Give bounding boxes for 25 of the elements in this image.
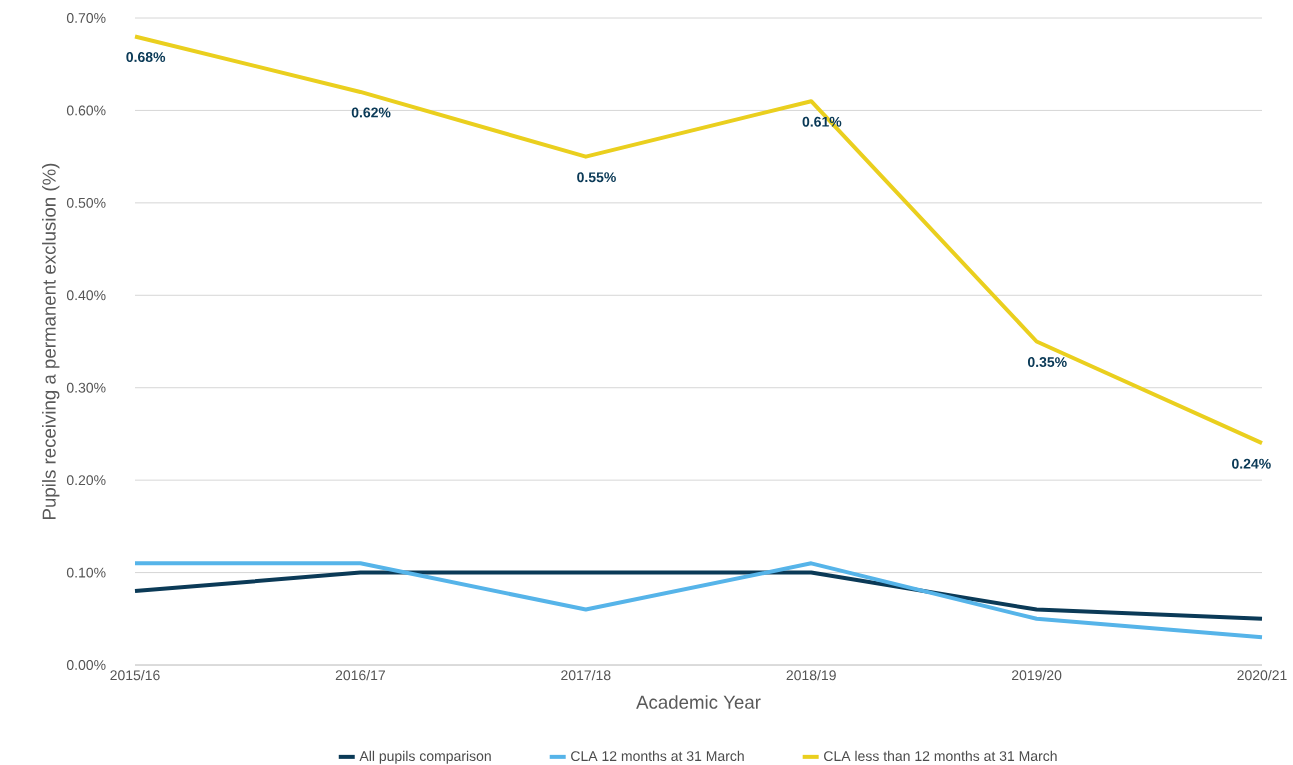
legend-label: CLA less than 12 months at 31 March: [824, 750, 1057, 762]
y-tick-label: 0.60%: [66, 105, 106, 116]
x-tick-label: 2019/20: [1012, 669, 1062, 681]
legend-label: CLA 12 months at 31 March: [571, 750, 744, 762]
x-tick-label: 2017/18: [561, 669, 611, 681]
y-tick-label: 0.70%: [66, 13, 106, 23]
data-label: 0.55%: [577, 172, 616, 183]
y-tick-label: 0.20%: [66, 475, 106, 486]
y-axis-title: Pupils receiving a permanent exclusion (%): [42, 163, 60, 519]
y-tick-label: 0.00%: [66, 660, 106, 670]
x-tick-label: 2016/17: [335, 669, 385, 681]
y-tick-label: 0.30%: [66, 382, 106, 393]
data-label: 0.62%: [351, 107, 391, 118]
data-label: 0.35%: [1027, 357, 1067, 368]
y-tick-label: 0.40%: [66, 290, 106, 301]
data-label: 0.24%: [1232, 458, 1271, 469]
legend-label: All pupils comparison: [359, 750, 491, 764]
y-tick-label: 0.10%: [66, 567, 106, 578]
x-tick-label: 2020/21: [1237, 669, 1287, 681]
x-tick-label: 2018/19: [786, 669, 836, 681]
line-series: [133, 561, 1264, 640]
data-label: 0.68%: [126, 52, 166, 63]
x-axis-title: Academic Year: [636, 695, 761, 709]
x-tick-label: 2015/16: [110, 669, 160, 681]
y-tick-label: 0.50%: [66, 197, 106, 208]
